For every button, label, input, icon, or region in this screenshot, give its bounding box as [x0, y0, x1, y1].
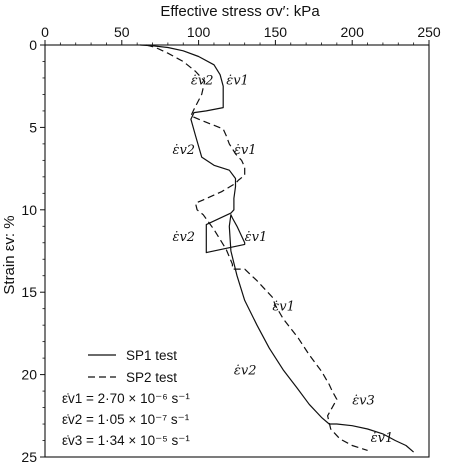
series-layer — [140, 44, 414, 453]
sp1-series-line — [140, 44, 414, 453]
y-tick-label: 25 — [21, 449, 37, 465]
strain-rate-annotation: ε̇v2 — [234, 364, 257, 379]
legend-label: SP1 test — [126, 348, 177, 363]
x-axis: 0 50 100 150 200 250 — [41, 24, 441, 45]
y-tick-label: 5 — [29, 119, 37, 135]
x-tick-label: 0 — [41, 24, 49, 40]
legend-label: SP2 test — [126, 370, 177, 385]
strain-rate-annotation: ε̇v1 — [226, 74, 249, 89]
x-tick-label: 100 — [187, 24, 211, 40]
legend: SP1 test SP2 test ε̇v1 = 2·70 × 10⁻⁶ s⁻¹ ε̇… — [62, 348, 190, 448]
y-tick-label: 20 — [21, 367, 37, 383]
strain-rate-annotation: ε̇v1 — [234, 143, 257, 158]
y-axis: 0 5 10 15 20 25 — [21, 37, 45, 465]
x-axis-title: Effective stress σv′: kPa — [160, 3, 320, 20]
y-tick-label: 0 — [29, 37, 37, 53]
annotations: ε̇v2 ε̇v1 ε̇v2 ε̇v1 ε̇v2 ε̇v1 ε̇v1 ε̇v2 ε̇v3 ε̇v1 — [172, 74, 393, 447]
x-tick-label: 150 — [264, 24, 288, 40]
strain-rate-annotation: ε̇v3 — [352, 393, 375, 408]
strain-rate-annotation: ε̇v1 — [272, 299, 295, 314]
strain-rate-annotation: ε̇v2 — [191, 74, 214, 89]
sp2-series-line — [146, 44, 368, 451]
legend-rate-line: ε̇v2 = 1·05 × 10⁻⁷ s⁻¹ — [62, 412, 190, 427]
legend-rate-line: ε̇v1 = 2·70 × 10⁻⁶ s⁻¹ — [62, 391, 190, 406]
strain-rate-annotation: ε̇v2 — [172, 230, 195, 245]
x-tick-label: 250 — [417, 24, 441, 40]
strain-rate-annotation: ε̇v1 — [245, 230, 268, 245]
strain-rate-annotation: ε̇v2 — [172, 143, 195, 158]
y-tick-label: 10 — [21, 202, 37, 218]
x-tick-label: 200 — [341, 24, 365, 40]
plot-frame — [44, 44, 430, 458]
strain-rate-annotation: ε̇v1 — [371, 431, 394, 446]
y-tick-label: 15 — [21, 284, 37, 300]
x-tick-label: 50 — [114, 24, 130, 40]
legend-rate-line: ε̇v3 = 1·34 × 10⁻⁵ s⁻¹ — [62, 433, 190, 448]
y-axis-title: Strain εv: % — [1, 215, 18, 294]
